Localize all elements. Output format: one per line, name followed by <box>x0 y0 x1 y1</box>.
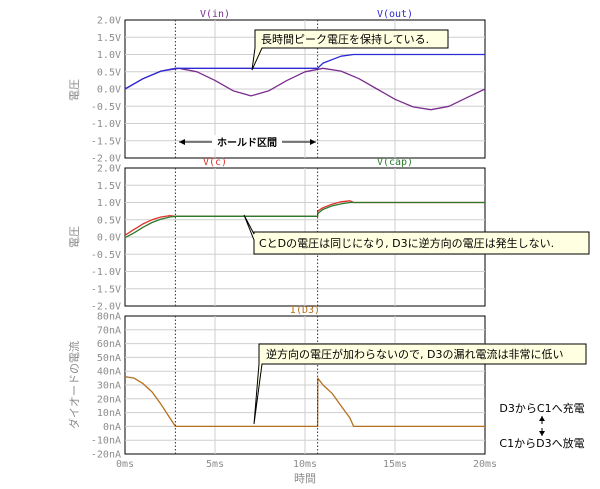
callout-middle: CとDの電圧は同じになり, D3に逆方向の電圧は発生しない. <box>243 214 590 255</box>
trace-layer <box>124 53 486 428</box>
series-label-vcap: V(cap) <box>377 157 413 168</box>
discharge-label: C1からD3へ放電 <box>499 436 584 450</box>
callout-bottom-text: 逆方向の電圧が加わらないので, D3の漏れ電流は非常に低い <box>266 347 563 361</box>
callout-middle-text: CとDの電圧は同じになり, D3に逆方向の電圧は発生しない. <box>259 236 554 250</box>
y-tick-label: -1.0V <box>91 267 121 278</box>
y-tick-label: 50nA <box>97 353 121 364</box>
x-tick-label: 20ms <box>473 459 497 470</box>
y-tick-label: 80nA <box>97 312 121 323</box>
trace-vin <box>124 67 486 111</box>
hold-interval-arrow: ホールド区間 <box>179 135 316 149</box>
series-label-vout: V(out) <box>377 9 413 20</box>
hold-interval-label: ホールド区間 <box>217 137 277 149</box>
callout-bottom: 逆方向の電圧が加わらないので, D3の漏れ電流は非常に低い <box>253 343 587 425</box>
y-tick-label: -2.0V <box>91 302 121 313</box>
y-tick-label: 30nA <box>97 381 121 392</box>
y-tick-label: 1.5V <box>97 181 121 192</box>
y-tick-label: 40nA <box>97 367 121 378</box>
y-tick-label: -0.5V <box>91 250 121 261</box>
y-tick-label: 10nA <box>97 408 121 419</box>
y-tick-label: 0nA <box>103 422 121 433</box>
y-tick-label: -10nA <box>91 436 121 447</box>
x-tick-label: 5ms <box>206 459 224 470</box>
series-label-vin: V(in) <box>200 9 230 20</box>
ylabel-top: 電圧 <box>68 79 81 101</box>
callout-top: 長時間ピーク電圧を保持している. <box>251 29 449 71</box>
x-tick-label: 10ms <box>293 459 317 470</box>
y-tick-label: -20nA <box>91 450 121 461</box>
y-tick-label: 1.0V <box>97 50 121 61</box>
series-label-vc: V(c) <box>203 157 227 168</box>
tick-layer: 2.0V 1.5V 1.0V 0.5V 0.0V -0.5V -1.0V -1.5V -2.0V… <box>91 16 497 471</box>
ylabel-bot: ダイオードの電流 <box>67 341 81 429</box>
y-tick-label: 20nA <box>97 394 121 405</box>
x-tick-label: 0ms <box>116 459 134 470</box>
y-tick-label: 2.0V <box>97 16 121 27</box>
y-tick-label: 0.0V <box>97 85 121 96</box>
trace-vcap <box>124 201 485 239</box>
y-tick-label: -1.5V <box>91 136 121 147</box>
charge-label: D3からC1へ充電 <box>499 401 584 415</box>
y-tick-label: 0.0V <box>97 233 121 244</box>
y-tick-label: 2.0V <box>97 164 121 175</box>
y-tick-label: -1.5V <box>91 284 121 295</box>
y-tick-label: 60nA <box>97 339 121 350</box>
y-tick-label: -0.5V <box>91 102 121 113</box>
y-tick-label: 0.5V <box>97 67 121 78</box>
trace-id3 <box>124 376 485 428</box>
xlabel: 時間 <box>294 472 316 485</box>
y-tick-label: -1.0V <box>91 119 121 130</box>
y-tick-label: 1.5V <box>97 33 121 44</box>
series-label-id3: I(D3) <box>290 305 320 316</box>
trace-vout <box>124 53 485 90</box>
x-tick-label: 15ms <box>383 459 407 470</box>
y-tick-label: -2.0V <box>91 154 121 165</box>
y-tick-label: 70nA <box>97 325 121 336</box>
charge-direction-arrows <box>539 416 545 436</box>
y-tick-label: 0.5V <box>97 215 121 226</box>
ylabel-mid: 電圧 <box>68 226 81 248</box>
y-tick-label: 1.0V <box>97 198 121 209</box>
callout-top-text: 長時間ピーク電圧を保持している. <box>261 32 429 46</box>
